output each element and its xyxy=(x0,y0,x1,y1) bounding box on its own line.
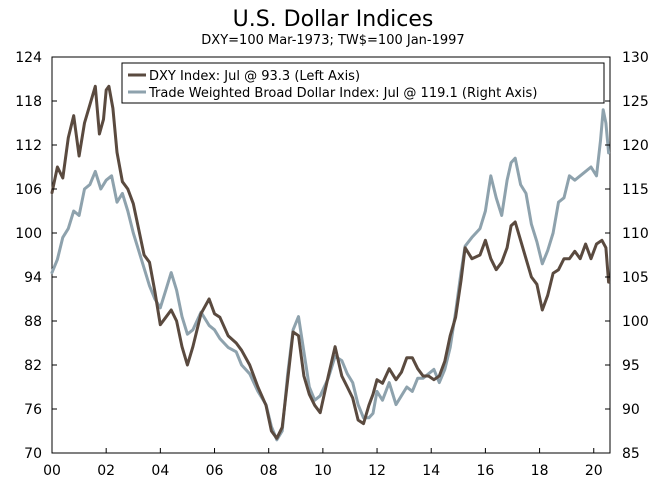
x-axis-tick-label: 16 xyxy=(476,463,494,479)
x-axis-tick-label: 18 xyxy=(531,463,549,479)
legend-label-trade-weighted: Trade Weighted Broad Dollar Index: Jul @… xyxy=(148,86,537,101)
right-axis-tick-label: 105 xyxy=(622,270,649,286)
left-axis-tick-label: 112 xyxy=(15,138,42,154)
x-axis-tick-label: 06 xyxy=(206,463,224,479)
axes-layer: 124 118 112 106 100 94 88 82 76 70 130 125 120 115 110… xyxy=(15,50,648,479)
right-axis-tick-label: 85 xyxy=(622,446,640,462)
right-axis-tick-label: 90 xyxy=(622,402,640,418)
x-axis-tick-label: 08 xyxy=(260,463,278,479)
x-axis-tick-label: 04 xyxy=(151,463,169,479)
right-axis-tick-label: 120 xyxy=(622,138,649,154)
right-axis-tick-label: 130 xyxy=(622,50,649,66)
left-axis-tick-label: 100 xyxy=(15,226,42,242)
x-axis-tick-label: 12 xyxy=(368,463,386,479)
left-axis-tick-label: 106 xyxy=(15,182,42,198)
x-axis-tick-label: 02 xyxy=(97,463,115,479)
left-axis-tick-label: 82 xyxy=(24,358,42,374)
left-axis-tick-label: 76 xyxy=(24,402,42,418)
right-axis-tick-label: 115 xyxy=(622,182,649,198)
x-axis-tick-label: 10 xyxy=(314,463,332,479)
legend: DXY Index: Jul @ 93.3 (Left Axis) Trade W… xyxy=(121,62,605,104)
right-axis-tick-label: 95 xyxy=(622,358,640,374)
right-axis-tick-label: 125 xyxy=(622,94,649,110)
chart-subtitle: DXY=100 Mar-1973; TW$=100 Jan-1997 xyxy=(201,33,464,48)
legend-box xyxy=(121,62,605,104)
left-axis-tick-label: 124 xyxy=(15,50,42,66)
x-axis-tick-label: 14 xyxy=(422,463,440,479)
left-axis-tick-label: 70 xyxy=(24,446,42,462)
left-axis-tick-label: 118 xyxy=(15,94,42,110)
series-layer xyxy=(50,84,611,442)
left-axis-tick-label: 94 xyxy=(24,270,42,286)
right-axis-tick-label: 100 xyxy=(622,314,649,330)
x-axis-tick-label: 20 xyxy=(585,463,603,479)
legend-label-dxy: DXY Index: Jul @ 93.3 (Left Axis) xyxy=(149,69,360,84)
x-axis-tick-label: 00 xyxy=(43,463,61,479)
chart-title: U.S. Dollar Indices xyxy=(233,7,434,32)
right-axis-tick-label: 110 xyxy=(622,226,649,242)
dxy-series-line xyxy=(50,84,611,440)
trade-weighted-series-line xyxy=(50,108,611,442)
left-axis-tick-label: 88 xyxy=(24,314,42,330)
